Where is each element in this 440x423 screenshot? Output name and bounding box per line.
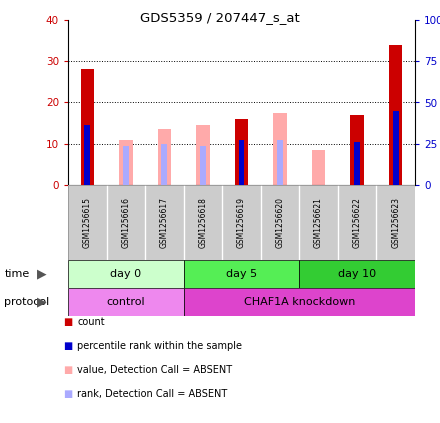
Text: GSM1256621: GSM1256621 [314,197,323,248]
Bar [350,115,364,185]
Bar [299,260,415,288]
Bar [273,113,287,185]
Text: GSM1256616: GSM1256616 [121,197,130,248]
Bar [84,125,90,185]
Text: ■: ■ [63,341,73,351]
Text: GSM1256617: GSM1256617 [160,197,169,248]
Bar [123,146,129,185]
Text: GSM1256620: GSM1256620 [275,197,285,248]
Bar [196,125,210,185]
Text: protocol: protocol [4,297,50,307]
Bar [68,288,183,316]
Bar [183,288,415,316]
Text: time: time [4,269,29,279]
Text: rank, Detection Call = ABSENT: rank, Detection Call = ABSENT [77,389,227,399]
Text: GSM1256622: GSM1256622 [353,197,362,248]
Text: control: control [106,297,145,307]
Text: ▶: ▶ [37,267,47,280]
Bar [354,142,360,185]
Text: day 0: day 0 [110,269,141,279]
Bar [277,140,283,185]
Text: GSM1256618: GSM1256618 [198,197,207,248]
Text: CHAF1A knockdown: CHAF1A knockdown [244,297,355,307]
Text: GSM1256615: GSM1256615 [83,197,92,248]
Bar [235,119,248,185]
Bar [312,150,325,185]
Bar [200,146,206,185]
Text: day 5: day 5 [226,269,257,279]
Text: ■: ■ [63,389,73,399]
Text: GSM1256623: GSM1256623 [391,197,400,248]
Bar [389,45,403,185]
Text: ▶: ▶ [37,296,47,308]
Text: value, Detection Call = ABSENT: value, Detection Call = ABSENT [77,365,232,375]
Bar [119,140,132,185]
Text: GSM1256619: GSM1256619 [237,197,246,248]
Bar [158,129,171,185]
Bar [68,260,183,288]
Bar [81,69,94,185]
Bar [393,111,399,185]
Text: ■: ■ [63,365,73,375]
Text: ■: ■ [63,317,73,327]
Text: percentile rank within the sample: percentile rank within the sample [77,341,242,351]
Text: GDS5359 / 207447_s_at: GDS5359 / 207447_s_at [140,11,300,24]
Bar [161,144,167,185]
Text: count: count [77,317,105,327]
Bar [238,140,244,185]
Text: day 10: day 10 [338,269,376,279]
Bar [183,260,299,288]
